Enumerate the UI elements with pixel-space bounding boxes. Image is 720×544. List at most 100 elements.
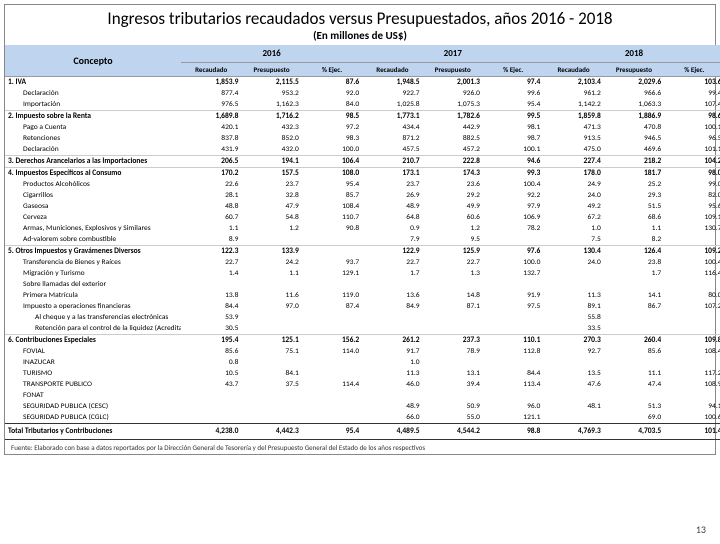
row-label: 6. Contribuciones Especiales [5,335,181,347]
report-subtitle: (En millones de US$) [5,29,715,45]
row-label: Al cheque y a las transferencias electró… [5,312,181,323]
row-label: Importación [5,99,181,111]
report-container: Ingresos tributarios recaudados versus P… [4,4,716,455]
cell-value: 218.2 [604,156,664,168]
table-row: Sobre llamadas del exterior [5,279,720,290]
table-row: 6. Contribuciones Especiales195.4125.115… [5,335,720,347]
cell-value: 108.9 [664,379,720,390]
cell-value: 4,703.5 [604,424,664,440]
cell-value: 64.8 [362,212,422,223]
cell-value: 117.2 [664,368,720,379]
table-row: SEGURIDAD PUBLICA (CESC)48.950.996.048.1… [5,401,720,412]
row-label: Cerveza [5,212,181,223]
row-label: TURISMO [5,368,181,379]
cell-value: 133.9 [241,246,301,258]
cell-value: 67.2 [543,212,603,223]
cell-value: 210.7 [362,156,422,168]
cell-value: 97.0 [241,301,301,312]
cell-value: 29.3 [604,190,664,201]
cell-value [302,401,362,412]
cell-value: 82.0 [664,190,720,201]
cell-value: 47.6 [543,379,603,390]
cell-value: 961.2 [543,88,603,99]
table-row: INAZUCAR0.81.0 [5,357,720,368]
cell-value: 114.0 [302,346,362,357]
cell-value: 78.2 [483,223,543,234]
table-row: 2. Impuesto sobre la Renta1,689.81,716.2… [5,111,720,123]
cell-value: 22.6 [181,179,241,190]
col-subhead: Presupuesto [423,63,483,77]
cell-value: 24.9 [543,179,603,190]
row-label: Transferencia de Bienes y Raíces [5,257,181,268]
cell-value [604,279,664,290]
row-label: Retención para el control de la liquidez… [5,323,181,335]
table-row: 1. IVA1,853.92,115.587.61,948.52,001.397… [5,77,720,89]
table-row: Primera Matrícula13.811.6119.013.614.891… [5,290,720,301]
cell-value: 0.9 [362,223,422,234]
cell-value: 96.5 [664,133,720,144]
row-label: TRANSPORTE PUBLICO [5,379,181,390]
cell-value: 8.2 [604,234,664,246]
cell-value: 90.8 [302,223,362,234]
cell-value: 260.4 [604,335,664,347]
cell-value: 106.4 [302,156,362,168]
table-row: Migración y Turismo1.41.1129.11.71.3132.… [5,268,720,279]
cell-value [664,234,720,246]
cell-value: 953.2 [241,88,301,99]
table-row: Al cheque y a las transferencias electró… [5,312,720,323]
cell-value: 4,544.2 [423,424,483,440]
col-subhead: % Ejec. [302,63,362,77]
cell-value: 99.5 [483,111,543,123]
row-label: Sobre llamadas del exterior [5,279,181,290]
cell-value: 173.1 [362,168,422,180]
cell-value [302,312,362,323]
table-row: Total Tributarios y Contribuciones4,238.… [5,424,720,440]
tax-revenue-table: Concepto 2016 2017 2018 RecaudadoPresupu… [5,45,720,440]
row-label: 2. Impuesto sobre la Renta [5,111,181,123]
cell-value: 1,716.2 [241,111,301,123]
cell-value [302,412,362,424]
cell-value: 121.1 [483,412,543,424]
cell-value: 194.1 [241,156,301,168]
cell-value: 86.7 [604,301,664,312]
cell-value: 2,029.6 [604,77,664,89]
cell-value: 837.8 [181,133,241,144]
cell-value: 432.3 [241,122,301,133]
cell-value: 14.8 [423,290,483,301]
cell-value: 95.4 [483,99,543,111]
cell-value: 100.4 [664,257,720,268]
cell-value [483,234,543,246]
cell-value: 97.9 [483,201,543,212]
table-row: Gaseosa48.847.9108.448.949.997.949.251.5… [5,201,720,212]
row-label: Total Tributarios y Contribuciones [5,424,181,440]
page-number: 13 [696,523,706,536]
cell-value: 4,238.0 [181,424,241,440]
cell-value: 100.0 [302,144,362,156]
cell-value: 1.7 [362,268,422,279]
cell-value: 98.7 [483,133,543,144]
cell-value: 66.0 [362,412,422,424]
cell-value: 98.5 [302,111,362,123]
cell-value [543,268,603,279]
cell-value: 130.4 [543,246,603,258]
cell-value: 46.0 [362,379,422,390]
cell-value: 80.0 [664,290,720,301]
cell-value [664,357,720,368]
cell-value [302,279,362,290]
table-row: Declaración877.4953.292.0922.7926.099.69… [5,88,720,99]
cell-value: 97.4 [483,77,543,89]
cell-value: 39.4 [423,379,483,390]
cell-value: 877.4 [181,88,241,99]
cell-value: 195.4 [181,335,241,347]
row-label: Cigarrillos [5,190,181,201]
cell-value: 926.0 [423,88,483,99]
row-label: 5. Otros Impuestos y Gravámenes Diversos [5,246,181,258]
row-label: SEGURIDAD PUBLICA (CGLC) [5,412,181,424]
row-label: Gaseosa [5,201,181,212]
cell-value: 54.8 [241,212,301,223]
cell-value: 9.5 [423,234,483,246]
cell-value: 4,769.3 [543,424,603,440]
cell-value: 1,142.2 [543,99,603,111]
cell-value: 93.7 [302,257,362,268]
table-header: Concepto 2016 2017 2018 RecaudadoPresupu… [5,45,720,77]
